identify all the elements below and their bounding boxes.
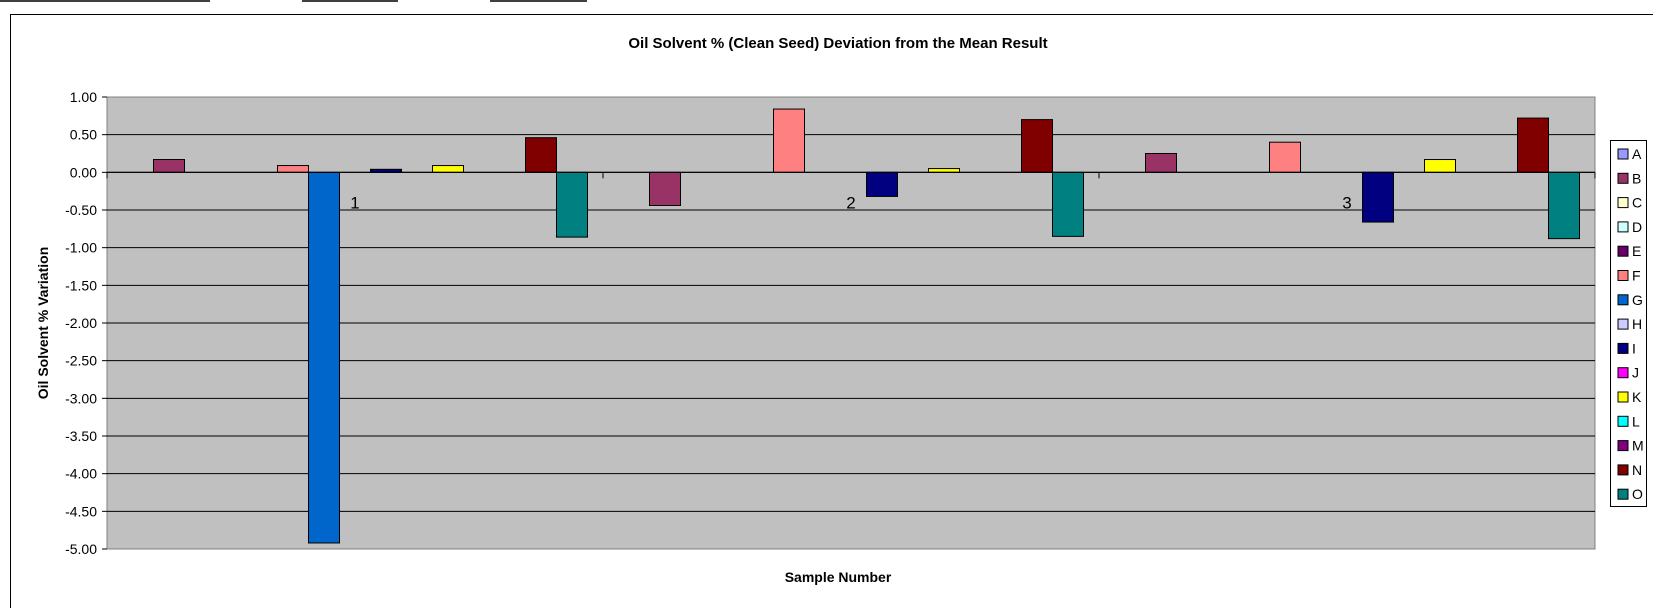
bar-g-1 bbox=[308, 171, 340, 544]
bar-i-3 bbox=[1362, 171, 1394, 223]
x-axis-title: Sample Number bbox=[785, 569, 892, 585]
legend-swatch-d bbox=[1617, 221, 1629, 233]
y-tick-label: -4.50 bbox=[65, 503, 97, 519]
bar-b-2 bbox=[649, 171, 681, 206]
legend-swatch-m bbox=[1617, 440, 1629, 452]
y-tick-label: -3.00 bbox=[65, 390, 97, 406]
y-tick-label: -2.00 bbox=[65, 315, 97, 331]
bar-k-3 bbox=[1424, 159, 1456, 173]
y-tick-label: 1.00 bbox=[70, 89, 97, 105]
bar-o-2 bbox=[1052, 171, 1084, 237]
y-tick-label: -1.50 bbox=[65, 277, 97, 293]
legend-swatch-j bbox=[1617, 367, 1629, 379]
bar-b-3 bbox=[1145, 153, 1177, 173]
bar-i-2 bbox=[866, 171, 898, 197]
bar-n-2 bbox=[1021, 119, 1053, 173]
legend-label-g: G bbox=[1632, 292, 1643, 308]
y-tick-label: -0.50 bbox=[65, 202, 97, 218]
x-category-label: 3 bbox=[1342, 193, 1351, 212]
legend-label-c: C bbox=[1632, 195, 1642, 211]
legend-swatch-c bbox=[1617, 197, 1629, 209]
bar-f-2 bbox=[773, 108, 805, 173]
legend-label-n: N bbox=[1632, 462, 1642, 478]
legend-swatch-n bbox=[1617, 464, 1629, 476]
bar-b-1 bbox=[153, 159, 185, 173]
category-labels: 1 2 3 bbox=[350, 193, 1351, 212]
legend-label-j: J bbox=[1632, 365, 1639, 381]
legend-label-i: I bbox=[1632, 340, 1636, 356]
x-axis-line bbox=[106, 171, 1596, 179]
y-tick-label: 0.00 bbox=[70, 164, 97, 180]
legend-swatch-b bbox=[1617, 172, 1629, 184]
legend-label-a: A bbox=[1632, 146, 1642, 162]
legend-label-d: D bbox=[1632, 219, 1642, 235]
legend-swatch-i bbox=[1617, 342, 1629, 354]
bar-f-3 bbox=[1269, 141, 1301, 173]
bar-o-1 bbox=[556, 171, 588, 238]
legend-swatch-f bbox=[1617, 270, 1629, 281]
y-axis-ticks: 1.00 0.50 0.00 -0.50 -1.00 -1.50 -2.00 -2.50 -3.… bbox=[65, 89, 107, 557]
legend-swatch-l bbox=[1617, 415, 1629, 427]
y-tick-label: 0.50 bbox=[70, 127, 97, 143]
bar-n-3 bbox=[1517, 117, 1549, 173]
legend-swatch-g bbox=[1617, 294, 1629, 306]
legend-swatch-h bbox=[1617, 318, 1629, 330]
bar-f-1 bbox=[277, 165, 309, 173]
legend-label-m: M bbox=[1632, 438, 1644, 454]
legend-label-k: K bbox=[1632, 389, 1642, 405]
bar-o-3 bbox=[1548, 171, 1580, 240]
legend-swatch-k bbox=[1617, 391, 1629, 403]
legend-label-h: H bbox=[1632, 316, 1642, 332]
y-tick-label: -2.50 bbox=[65, 353, 97, 369]
legend-label-f: F bbox=[1632, 268, 1641, 284]
legend-swatch-o bbox=[1617, 488, 1629, 500]
y-tick-label: -5.00 bbox=[65, 541, 97, 557]
y-tick-label: -1.00 bbox=[65, 240, 97, 256]
y-axis-title: Oil Solvent % Variation bbox=[35, 247, 51, 399]
legend-label-l: L bbox=[1632, 413, 1640, 429]
legend-swatch-a bbox=[1617, 148, 1629, 160]
bars bbox=[153, 108, 1580, 544]
x-category-label: 2 bbox=[846, 193, 855, 212]
legend-swatch-e bbox=[1617, 245, 1629, 257]
legend-label-b: B bbox=[1632, 170, 1641, 186]
y-tick-label: -4.00 bbox=[65, 466, 97, 482]
legend-label-o: O bbox=[1632, 486, 1643, 502]
bar-n-1 bbox=[525, 137, 557, 173]
y-tick-label: -3.50 bbox=[65, 428, 97, 444]
bar-k-1 bbox=[432, 165, 464, 173]
x-category-label: 1 bbox=[350, 193, 359, 212]
legend-label-e: E bbox=[1632, 243, 1641, 259]
chart-title: Oil Solvent % (Clean Seed) Deviation fro… bbox=[628, 35, 1047, 52]
